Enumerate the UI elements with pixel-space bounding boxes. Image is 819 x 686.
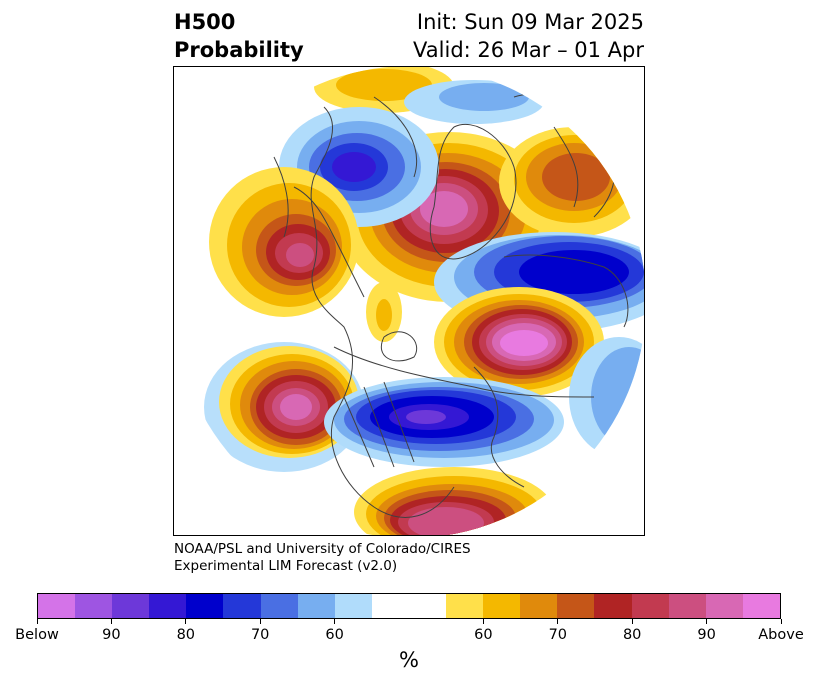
- anomaly-high-gulf-alaska: [204, 342, 364, 472]
- colorbar-tick-mark: [36, 619, 38, 624]
- colorbar-tick-mark: [780, 619, 782, 624]
- colorbar-tick-mark: [110, 619, 112, 624]
- colorbar-tick-label: 70: [250, 627, 270, 643]
- colorbar-swatch: [705, 594, 743, 618]
- colorbar-swatch: [408, 594, 447, 618]
- anomaly-low-canada: [279, 107, 439, 227]
- colorbar-tick-label: 60: [325, 627, 344, 643]
- forecast-dates: Init: Sun 09 Mar 2025 Valid: 26 Mar – 01…: [413, 8, 644, 64]
- colorbar-tick-label: 70: [548, 627, 568, 643]
- colorbar-tick-mark: [706, 619, 708, 624]
- colorbar-tick-label: 60: [474, 627, 493, 643]
- colorbar-swatch: [297, 594, 335, 618]
- colorbar-swatch: [186, 594, 224, 618]
- colorbar-swatch: [149, 594, 187, 618]
- colorbar-swatch: [260, 594, 298, 618]
- colorbar-tick-label: Above: [758, 627, 804, 643]
- valid-range: Valid: 26 Mar – 01 Apr: [413, 38, 644, 62]
- anomaly-high-pole: [366, 282, 402, 342]
- colorbar-swatch: [371, 594, 409, 618]
- colorbar-tick-mark: [334, 619, 336, 624]
- probability-map: [173, 66, 645, 536]
- colorbar-tick-mark: [557, 619, 559, 624]
- colorbar-swatch: [520, 594, 558, 618]
- credit-line-1: NOAA/PSL and University of Colorado/CIRE…: [174, 541, 471, 557]
- colorbar-swatch: [557, 594, 595, 618]
- colorbar-tick-label: 90: [102, 627, 121, 643]
- colorbar-tick-label: 90: [697, 627, 716, 643]
- colorbar-unit: %: [399, 648, 419, 672]
- colorbar-swatch: [483, 594, 521, 618]
- colorbar-swatch: [75, 594, 113, 618]
- variable-label: H500: [174, 10, 236, 34]
- colorbar-swatch: [631, 594, 669, 618]
- colorbar-tick-label: 80: [176, 627, 196, 643]
- anomaly-low-upper-right: [404, 80, 544, 124]
- credit-line-2: Experimental LIM Forecast (v2.0): [174, 558, 398, 574]
- map-title: H500 Probability: [174, 8, 304, 64]
- colorbar-tick-label: Below: [15, 627, 59, 643]
- anomaly-low-north-america: [324, 377, 564, 467]
- colorbar-tick-mark: [631, 619, 633, 624]
- product-label: Probability: [174, 38, 304, 62]
- colorbar-swatch: [594, 594, 632, 618]
- colorbar-tick-mark: [482, 619, 484, 624]
- init-date: Init: Sun 09 Mar 2025: [416, 10, 644, 34]
- colorbar-tick-label: 80: [622, 627, 642, 643]
- polar-map-svg: [174, 67, 644, 535]
- colorbar-swatch: [742, 594, 780, 618]
- colorbar-swatch: [446, 594, 484, 618]
- colorbar-tick-mark: [259, 619, 261, 624]
- colorbar-swatch: [38, 594, 76, 618]
- colorbar-swatch: [112, 594, 150, 618]
- anomaly-high-russia: [499, 127, 644, 237]
- credit-text: NOAA/PSL and University of Colorado/CIRE…: [174, 541, 471, 575]
- colorbar-swatch: [668, 594, 706, 618]
- colorbar-swatch: [223, 594, 261, 618]
- colorbar: [37, 593, 781, 619]
- colorbar-tick-mark: [185, 619, 187, 624]
- colorbar-swatch: [334, 594, 372, 618]
